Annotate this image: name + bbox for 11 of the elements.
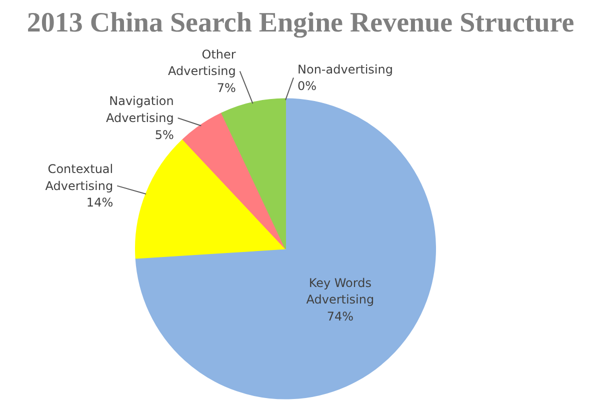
data-label: 74% — [326, 310, 354, 324]
data-label: 14% — [86, 196, 114, 210]
slice-label: Contextual Advertising — [45, 162, 114, 193]
chart-title: 2013 China Search Engine Revenue Structure — [26, 8, 574, 38]
slice-label: Navigation Advertising — [106, 94, 174, 125]
category-label: Non-advertising — [298, 62, 393, 76]
slice-label: Other Advertising — [168, 47, 236, 78]
data-label: 5% — [154, 128, 174, 142]
data-label: 7% — [216, 80, 236, 95]
slice-label: Key Words Advertising — [306, 276, 374, 307]
text: 0% — [298, 79, 317, 94]
